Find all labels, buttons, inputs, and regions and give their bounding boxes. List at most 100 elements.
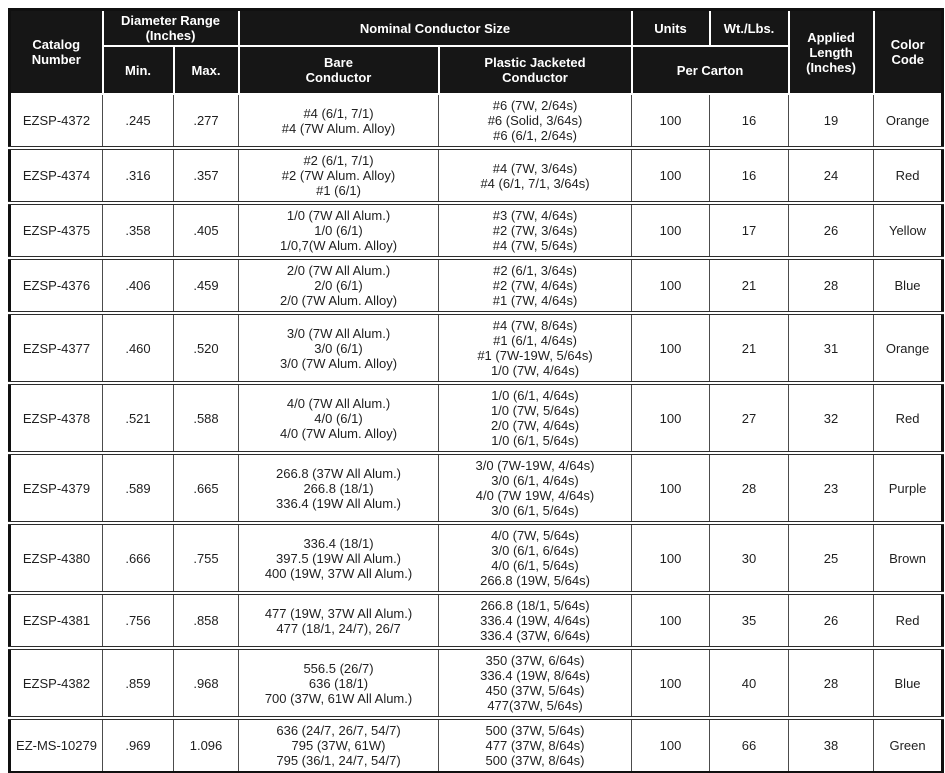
cell-color-code: Red (873, 148, 944, 205)
cell-units-per-carton: 100 (631, 383, 711, 455)
catalog-spec-table: Catalog Number Diameter Range (Inches) N… (8, 8, 945, 773)
cell-color-code: Red (873, 593, 944, 650)
col-header-units: Units (630, 8, 711, 47)
cell-applied-length: 24 (788, 148, 875, 205)
cell-bare-conductor: 1/0 (7W All Alum.) 1/0 (6/1) 1/0,7(W Alu… (238, 203, 440, 260)
table-row: EZSP-4374 .316 .357 #2 (6/1, 7/1) #2 (7W… (9, 148, 944, 205)
cell-plastic-jacketed-conductor: 3/0 (7W-19W, 4/64s) 3/0 (6/1, 4/64s) 4/0… (438, 453, 633, 525)
table-row: EZ-MS-10279 .969 1.096 636 (24/7, 26/7, … (9, 718, 944, 773)
cell-units-per-carton: 100 (631, 94, 711, 150)
cell-applied-length: 25 (788, 523, 875, 595)
table-header: Catalog Number Diameter Range (Inches) N… (8, 8, 944, 95)
cell-weight-lbs: 16 (709, 148, 790, 205)
cell-catalog-number: EZ-MS-10279 (9, 718, 103, 773)
table-row: EZSP-4377 .460 .520 3/0 (7W All Alum.) 3… (9, 313, 944, 385)
cell-bare-conductor: #4 (6/1, 7/1) #4 (7W Alum. Alloy) (238, 94, 440, 150)
cell-weight-lbs: 21 (709, 258, 790, 315)
cell-weight-lbs: 17 (709, 203, 790, 260)
cell-diameter-min: .859 (102, 648, 174, 720)
table-row: EZSP-4376 .406 .459 2/0 (7W All Alum.) 2… (9, 258, 944, 315)
cell-bare-conductor: 477 (19W, 37W All Alum.) 477 (18/1, 24/7… (238, 593, 440, 650)
table-row: EZSP-4381 .756 .858 477 (19W, 37W All Al… (9, 593, 944, 650)
cell-weight-lbs: 21 (709, 313, 790, 385)
cell-applied-length: 23 (788, 453, 875, 525)
cell-applied-length: 26 (788, 203, 875, 260)
cell-diameter-min: .589 (102, 453, 174, 525)
cell-weight-lbs: 16 (709, 94, 790, 150)
cell-diameter-max: .357 (172, 148, 240, 205)
cell-diameter-max: .405 (172, 203, 240, 260)
cell-plastic-jacketed-conductor: 266.8 (18/1, 5/64s) 336.4 (19W, 4/64s) 3… (438, 593, 633, 650)
cell-catalog-number: EZSP-4372 (9, 94, 103, 150)
cell-diameter-min: .756 (102, 593, 174, 650)
cell-diameter-max: .755 (172, 523, 240, 595)
cell-units-per-carton: 100 (631, 523, 711, 595)
cell-diameter-max: .588 (172, 383, 240, 455)
cell-color-code: Orange (873, 313, 944, 385)
table-body: EZSP-4372 .245 .277 #4 (6/1, 7/1) #4 (7W… (9, 94, 944, 773)
cell-plastic-jacketed-conductor: 4/0 (7W, 5/64s) 3/0 (6/1, 6/64s) 4/0 (6/… (438, 523, 633, 595)
table-row: EZSP-4378 .521 .588 4/0 (7W All Alum.) 4… (9, 383, 944, 455)
cell-plastic-jacketed-conductor: #3 (7W, 4/64s) #2 (7W, 3/64s) #4 (7W, 5/… (438, 203, 633, 260)
cell-plastic-jacketed-conductor: #2 (6/1, 3/64s) #2 (7W, 4/64s) #1 (7W, 4… (438, 258, 633, 315)
cell-diameter-min: .316 (102, 148, 174, 205)
cell-catalog-number: EZSP-4374 (9, 148, 103, 205)
cell-applied-length: 38 (788, 718, 875, 773)
cell-bare-conductor: 636 (24/7, 26/7, 54/7) 795 (37W, 61W) 79… (238, 718, 440, 773)
cell-color-code: Purple (873, 453, 944, 525)
cell-diameter-max: 1.096 (172, 718, 240, 773)
cell-catalog-number: EZSP-4379 (9, 453, 103, 525)
col-header-plastic-jacketed-conductor: Plastic Jacketed Conductor (437, 45, 633, 95)
cell-color-code: Red (873, 383, 944, 455)
cell-bare-conductor: 4/0 (7W All Alum.) 4/0 (6/1) 4/0 (7W Alu… (238, 383, 440, 455)
cell-diameter-max: .968 (172, 648, 240, 720)
table-row: EZSP-4375 .358 .405 1/0 (7W All Alum.) 1… (9, 203, 944, 260)
cell-catalog-number: EZSP-4380 (9, 523, 103, 595)
cell-color-code: Orange (873, 94, 944, 150)
col-header-max: Max. (172, 45, 240, 95)
cell-bare-conductor: 3/0 (7W All Alum.) 3/0 (6/1) 3/0 (7W Alu… (238, 313, 440, 385)
col-header-catalog-number: Catalog Number (8, 8, 104, 95)
cell-diameter-max: .277 (172, 94, 240, 150)
cell-applied-length: 32 (788, 383, 875, 455)
col-header-color-code: Color Code (872, 8, 944, 95)
cell-catalog-number: EZSP-4378 (9, 383, 103, 455)
cell-units-per-carton: 100 (631, 313, 711, 385)
cell-weight-lbs: 40 (709, 648, 790, 720)
col-header-min: Min. (101, 45, 175, 95)
cell-units-per-carton: 100 (631, 593, 711, 650)
cell-color-code: Yellow (873, 203, 944, 260)
col-header-per-carton: Per Carton (630, 45, 790, 95)
cell-color-code: Green (873, 718, 944, 773)
table-row: EZSP-4382 .859 .968 556.5 (26/7) 636 (18… (9, 648, 944, 720)
cell-bare-conductor: 556.5 (26/7) 636 (18/1) 700 (37W, 61W Al… (238, 648, 440, 720)
cell-units-per-carton: 100 (631, 453, 711, 525)
cell-units-per-carton: 100 (631, 258, 711, 315)
cell-bare-conductor: 336.4 (18/1) 397.5 (19W All Alum.) 400 (… (238, 523, 440, 595)
col-header-diameter-range: Diameter Range (Inches) (101, 8, 240, 47)
cell-diameter-max: .858 (172, 593, 240, 650)
col-header-bare-conductor: Bare Conductor (237, 45, 440, 95)
cell-bare-conductor: 266.8 (37W All Alum.) 266.8 (18/1) 336.4… (238, 453, 440, 525)
cell-catalog-number: EZSP-4375 (9, 203, 103, 260)
cell-diameter-max: .665 (172, 453, 240, 525)
cell-units-per-carton: 100 (631, 203, 711, 260)
cell-applied-length: 19 (788, 94, 875, 150)
cell-diameter-min: .969 (102, 718, 174, 773)
cell-weight-lbs: 66 (709, 718, 790, 773)
cell-plastic-jacketed-conductor: #4 (7W, 3/64s) #4 (6/1, 7/1, 3/64s) (438, 148, 633, 205)
table-row: EZSP-4380 .666 .755 336.4 (18/1) 397.5 (… (9, 523, 944, 595)
cell-units-per-carton: 100 (631, 148, 711, 205)
cell-applied-length: 26 (788, 593, 875, 650)
cell-applied-length: 28 (788, 258, 875, 315)
cell-color-code: Blue (873, 648, 944, 720)
col-header-nominal-conductor-size: Nominal Conductor Size (237, 8, 633, 47)
cell-color-code: Blue (873, 258, 944, 315)
col-header-applied-length: Applied Length (Inches) (787, 8, 875, 95)
cell-diameter-max: .520 (172, 313, 240, 385)
cell-catalog-number: EZSP-4381 (9, 593, 103, 650)
cell-weight-lbs: 35 (709, 593, 790, 650)
table-row: EZSP-4372 .245 .277 #4 (6/1, 7/1) #4 (7W… (9, 94, 944, 150)
cell-diameter-min: .358 (102, 203, 174, 260)
